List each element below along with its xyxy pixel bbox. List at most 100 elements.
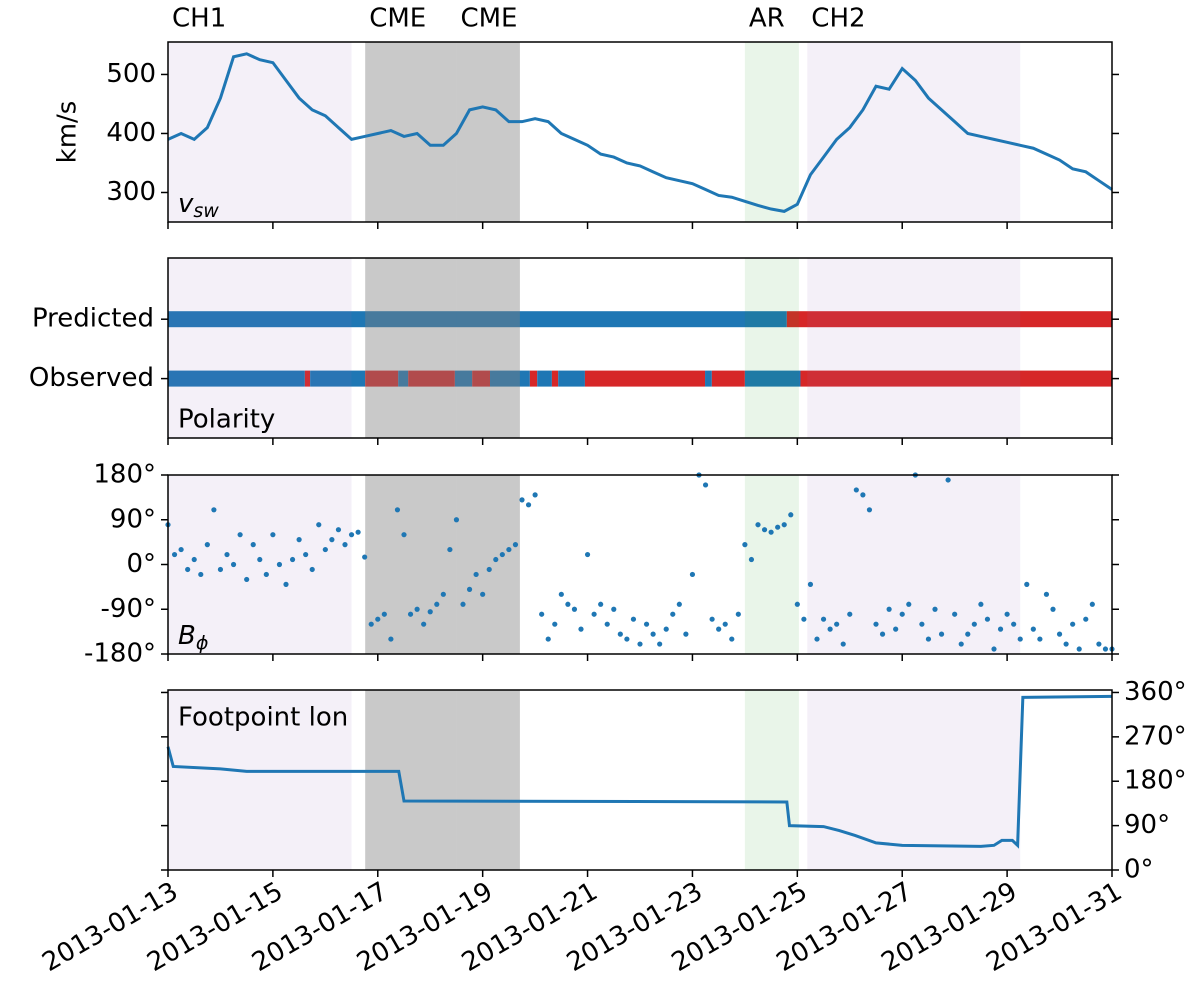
point (617, 631, 623, 637)
region-label: CME (369, 4, 426, 34)
point (506, 546, 512, 553)
point (532, 492, 538, 498)
polarity-segment (490, 370, 530, 387)
point (204, 542, 210, 548)
point (781, 522, 787, 528)
polarity-segment (800, 370, 1112, 387)
point (1056, 631, 1063, 637)
region-shade (456, 258, 520, 438)
point (427, 609, 433, 615)
label-main: v (178, 189, 194, 219)
point (716, 626, 722, 632)
point (565, 601, 571, 607)
polarity-segment (744, 370, 801, 387)
point (847, 611, 853, 617)
point (309, 566, 315, 573)
point (1017, 636, 1023, 642)
point (178, 546, 184, 553)
point (211, 507, 217, 513)
point (1004, 611, 1010, 617)
point (191, 556, 197, 563)
polarity-segment (786, 311, 1112, 328)
region-shade (168, 42, 352, 222)
region-shade (456, 690, 520, 870)
point (447, 546, 453, 553)
point (598, 601, 604, 607)
panel-label: Bϕ (178, 621, 208, 654)
point (571, 606, 578, 612)
point (748, 556, 755, 563)
point (1102, 646, 1109, 652)
point (388, 636, 394, 642)
y-tick-label: -180° (84, 639, 156, 669)
region-shade (456, 475, 520, 654)
point (1070, 621, 1076, 627)
region-shade (365, 690, 457, 870)
region-shade (744, 258, 799, 438)
point (722, 621, 728, 627)
point (820, 616, 827, 622)
region-shade (168, 258, 352, 438)
point (375, 616, 381, 622)
point (355, 529, 361, 535)
point (1050, 606, 1056, 612)
region-shade (168, 475, 352, 654)
point (257, 556, 263, 563)
point (1037, 636, 1043, 642)
point (676, 601, 682, 607)
axes-frame (167, 474, 1113, 655)
polarity-segment (365, 370, 399, 387)
y-tick-label: 400 (106, 118, 156, 148)
point (1030, 626, 1036, 632)
point (230, 561, 237, 568)
polarity-segment (168, 311, 787, 328)
region-shade (365, 258, 457, 438)
point (899, 611, 905, 617)
polarity-segment (472, 370, 491, 387)
region-shade (807, 42, 1021, 222)
point (879, 631, 886, 637)
y-tick-label: 90° (110, 504, 156, 534)
point (788, 512, 794, 518)
point (860, 492, 866, 498)
y2-tick-label: 90° (1124, 810, 1170, 840)
polarity-segment (304, 370, 311, 387)
point (834, 621, 840, 627)
point (702, 482, 709, 488)
y2-tick-label: 0° (1124, 855, 1154, 885)
point (965, 631, 971, 637)
point (217, 566, 224, 573)
panel: 300 400 500 vsw km/s (53, 41, 1119, 229)
point (866, 507, 873, 513)
region-shade (744, 42, 799, 222)
point (440, 591, 446, 597)
point (853, 487, 859, 493)
point (362, 554, 368, 560)
region-label: CH2 (811, 4, 865, 34)
point (689, 571, 696, 578)
point (611, 606, 617, 612)
point (938, 631, 945, 637)
point (709, 616, 715, 622)
point (578, 626, 584, 632)
region-shade (365, 475, 457, 654)
point (932, 606, 938, 612)
region-label: CH1 (172, 4, 226, 34)
point (827, 626, 833, 632)
point (591, 611, 597, 617)
point (768, 529, 774, 535)
region-shade (807, 258, 1021, 438)
point (401, 532, 407, 538)
point (342, 542, 348, 548)
y-tick-label: -90° (101, 594, 156, 624)
point (1063, 641, 1069, 647)
point (1089, 601, 1095, 607)
point (368, 621, 374, 627)
line (167, 52, 1113, 213)
y-tick-label: 180° (93, 460, 156, 490)
point (761, 527, 768, 533)
point (971, 621, 977, 627)
point (244, 576, 250, 583)
polarity-segment (705, 370, 712, 387)
